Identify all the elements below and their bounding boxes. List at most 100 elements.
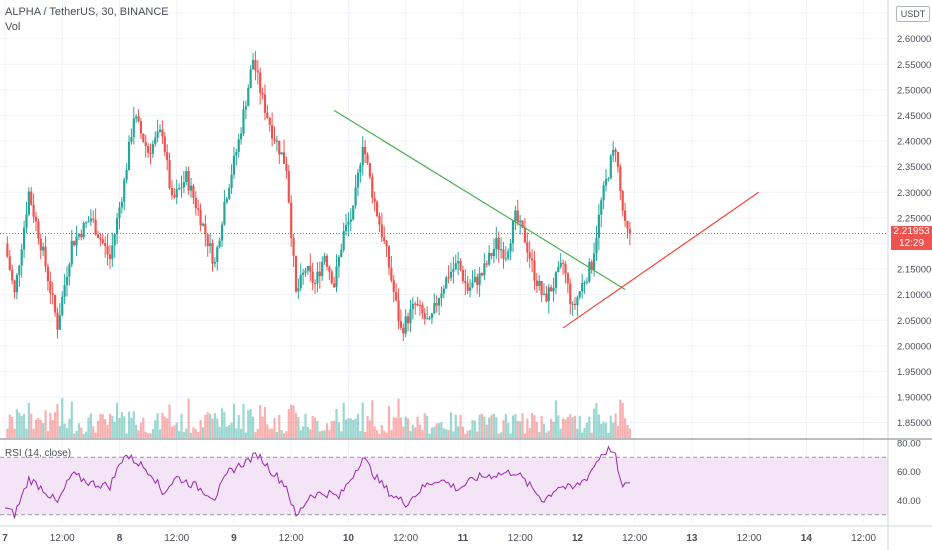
candle-body <box>361 146 364 166</box>
volume-bar <box>73 433 76 438</box>
candle-body <box>173 195 176 198</box>
volume-bar <box>20 415 23 438</box>
candle-body <box>244 106 247 110</box>
candle-body <box>571 303 574 305</box>
currency-button[interactable]: USDT <box>896 6 930 22</box>
volume-bar <box>597 414 600 438</box>
candle-body <box>364 146 367 155</box>
trendlines[interactable] <box>333 109 760 329</box>
candle-body <box>471 282 474 288</box>
price-tick-label: 2.50000 <box>897 85 931 96</box>
volume-bar <box>495 417 498 438</box>
volume-bar <box>378 433 381 438</box>
candle-body <box>454 263 457 270</box>
volume-bar <box>430 427 434 438</box>
volume-bar <box>27 402 30 438</box>
volume-bar <box>530 412 534 438</box>
volume-bar <box>144 431 147 438</box>
candle-body <box>330 271 333 284</box>
volume-bar <box>137 430 140 438</box>
symbol-title: ALPHA / TetherUS, 30, BINANCE <box>5 6 169 18</box>
candle-body <box>304 270 307 273</box>
candle-body <box>68 264 71 277</box>
rsi-axis[interactable]: 40.00 60.00 80.00 <box>897 438 921 507</box>
volume-bar <box>6 428 9 438</box>
candle-body <box>628 228 631 234</box>
price-tick-label: 1.95000 <box>897 367 931 378</box>
candle-body <box>519 220 522 223</box>
candle-body <box>101 239 104 244</box>
candle-body <box>182 181 185 188</box>
candle-body <box>297 288 300 292</box>
volume-bar <box>194 429 197 438</box>
volume-bar <box>63 423 66 438</box>
candle-body <box>612 149 615 156</box>
candle-body <box>104 243 107 247</box>
volume-bar <box>132 411 135 438</box>
volume-bar <box>478 414 481 438</box>
volume-bar <box>573 415 577 438</box>
candle-body <box>619 166 622 192</box>
volume-bar <box>149 433 152 438</box>
volume-bar <box>423 413 426 438</box>
volume-bar <box>309 429 312 438</box>
volume-bar <box>507 422 510 438</box>
volume-bar <box>187 398 190 438</box>
candle-body <box>158 129 162 132</box>
volume-bar <box>483 416 486 438</box>
volume-bar <box>299 430 302 438</box>
volume-label: Vol <box>5 21 21 33</box>
candle-body <box>344 224 348 232</box>
volume-bar <box>349 418 352 438</box>
candle-body <box>263 94 267 113</box>
volume-bar <box>454 414 457 438</box>
candle-body <box>507 251 510 259</box>
volume-bar <box>437 423 441 438</box>
candle-body <box>51 293 54 295</box>
candle-body <box>237 139 240 152</box>
candle-body <box>371 176 374 199</box>
candle-body <box>406 316 410 324</box>
volume-bar <box>428 433 431 438</box>
time-tick-label: 10 <box>343 533 355 544</box>
trendline-descending <box>333 109 626 291</box>
volume-bar <box>61 398 64 438</box>
volume-bar <box>390 429 393 438</box>
candle-body <box>115 218 119 235</box>
candle-body <box>44 246 47 267</box>
candle-body <box>249 69 252 89</box>
price-tick-label: 2.60000 <box>897 34 931 45</box>
time-axis[interactable]: 7 12:00 8 12:00 9 12:00 10 12:00 11 12:00 12 12:00 1… <box>2 533 876 544</box>
volume-bar <box>199 419 202 438</box>
rsi-title: RSI (14, close) <box>5 448 72 459</box>
candle-body <box>8 256 11 270</box>
candlesticks <box>0 51 888 341</box>
candle-body <box>492 248 496 257</box>
volume-bar <box>316 420 319 438</box>
candle-body <box>559 262 562 267</box>
candle-body <box>53 294 57 313</box>
candle-body <box>466 282 469 291</box>
volume-bar <box>461 426 465 438</box>
candle-body <box>485 263 488 265</box>
candle-body <box>540 281 543 295</box>
candle-body <box>604 178 608 186</box>
rsi-line <box>4 445 630 519</box>
volume-bar <box>416 416 419 438</box>
volume-bar <box>163 416 166 438</box>
volume-bar <box>256 428 259 438</box>
candle-body <box>464 281 467 283</box>
volume-bar <box>113 421 116 438</box>
candle-body <box>37 221 40 239</box>
volume-bar <box>185 428 188 438</box>
volume-bar <box>628 428 631 438</box>
candle-body <box>127 141 131 171</box>
volume-bar <box>602 421 605 438</box>
volume-bar <box>433 427 436 438</box>
volume-bar <box>342 402 345 438</box>
price-tick-label: 2.00000 <box>897 341 931 352</box>
candle-body <box>335 266 338 288</box>
candle-body <box>354 187 357 206</box>
candle-body <box>149 152 152 154</box>
